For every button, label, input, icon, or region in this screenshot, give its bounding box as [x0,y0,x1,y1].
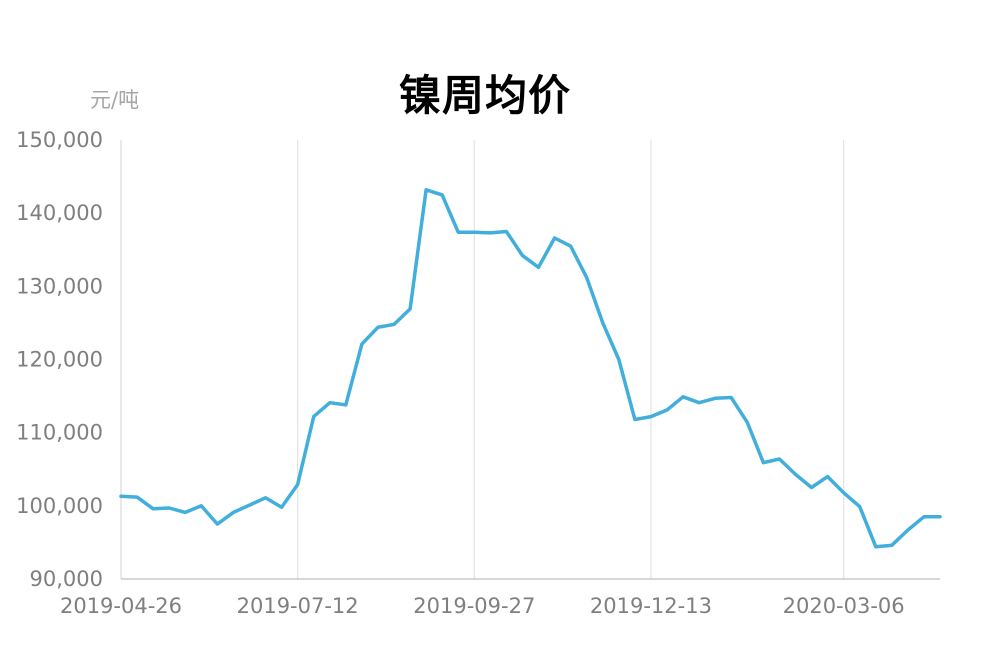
data-point [842,491,846,495]
data-point [665,408,669,412]
data-point [183,510,187,514]
data-point [858,505,862,509]
data-point [424,188,428,192]
data-point [761,461,765,465]
data-point [729,396,733,400]
gridlines [297,140,845,579]
data-point [601,321,605,325]
y-tick-label: 120,000 [16,348,103,372]
data-point [215,522,219,526]
data-point [231,510,235,514]
y-tick-label: 110,000 [16,421,103,445]
data-point [392,322,396,326]
x-axis-ticks: 2019-04-26 2019-07-12 2019-09-27 2019-12-13… [60,594,905,618]
data-point [119,494,123,498]
data-point [826,475,830,479]
x-tick-label: 2020-03-06 [783,594,905,618]
data-point [360,342,364,346]
data-point [151,507,155,511]
data-point [247,503,251,507]
data-point [488,231,492,235]
y-axis-unit-label: 元/吨 [90,88,140,112]
x-tick-label: 2019-12-13 [590,594,712,618]
data-point [922,515,926,519]
y-tick-label: 130,000 [16,274,103,298]
x-tick-label: 2019-09-27 [413,594,535,618]
data-point [938,515,942,519]
data-point [199,504,203,508]
data-point [697,401,701,405]
data-point [520,254,524,258]
data-point [280,505,284,509]
data-point [553,236,557,240]
x-tick-label: 2019-07-12 [237,594,359,618]
y-tick-label: 150,000 [16,128,103,152]
y-tick-label: 100,000 [16,494,103,518]
data-point [328,401,332,405]
data-point [649,415,653,419]
y-axis-ticks: 150,000 140,000 130,000 120,000 110,000 100,0… [16,128,103,591]
data-point [312,415,316,419]
data-point [135,495,139,499]
series-line [119,188,942,549]
data-point [874,545,878,549]
data-point [264,496,268,500]
data-point [569,244,573,248]
data-point [537,265,541,269]
y-tick-label: 140,000 [16,201,103,225]
chart-title: 镍周均价 [398,71,571,120]
data-point [777,457,781,461]
data-point [906,528,910,532]
data-point [440,193,444,197]
data-point [745,420,749,424]
y-tick-label: 90,000 [30,567,103,591]
data-point [296,483,300,487]
data-point [167,506,171,510]
data-point [585,276,589,280]
data-point [681,395,685,399]
data-point [376,325,380,329]
data-point [344,403,348,407]
data-point [456,230,460,234]
data-point [793,472,797,476]
data-point [713,396,717,400]
data-point [408,307,412,311]
data-point [617,358,621,362]
x-tick-label: 2019-04-26 [60,594,182,618]
series-layer [119,188,942,549]
data-point [890,543,894,547]
data-point [810,486,814,490]
data-point [633,417,637,421]
data-point [504,229,508,233]
data-point [472,230,476,234]
